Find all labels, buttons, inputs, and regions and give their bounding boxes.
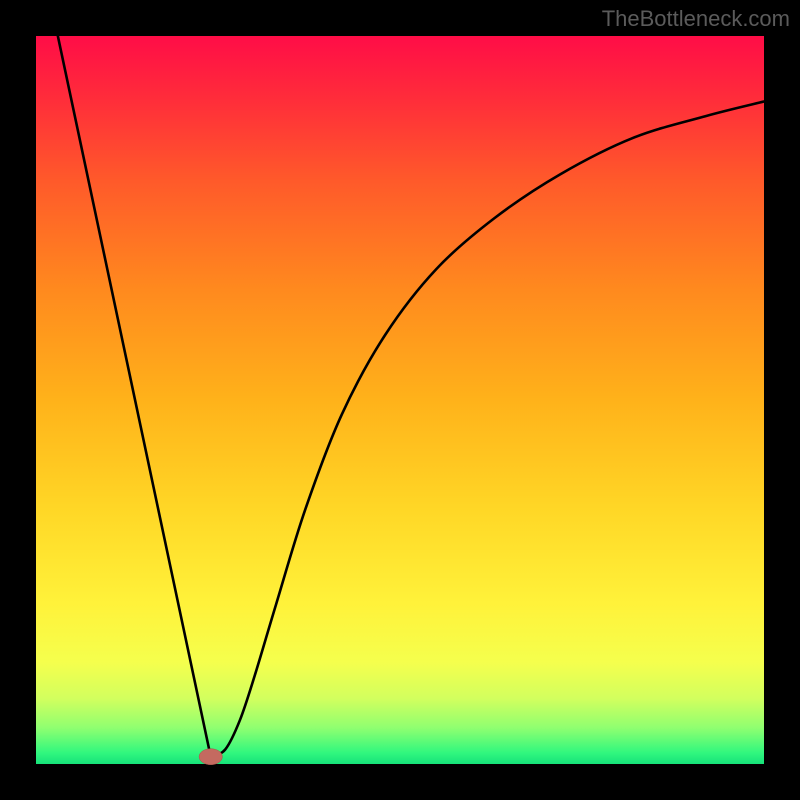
plot-background xyxy=(36,36,764,764)
watermark-text: TheBottleneck.com xyxy=(602,6,790,32)
minimum-marker xyxy=(199,749,222,765)
chart-frame: TheBottleneck.com xyxy=(0,0,800,800)
chart-svg xyxy=(0,0,800,800)
